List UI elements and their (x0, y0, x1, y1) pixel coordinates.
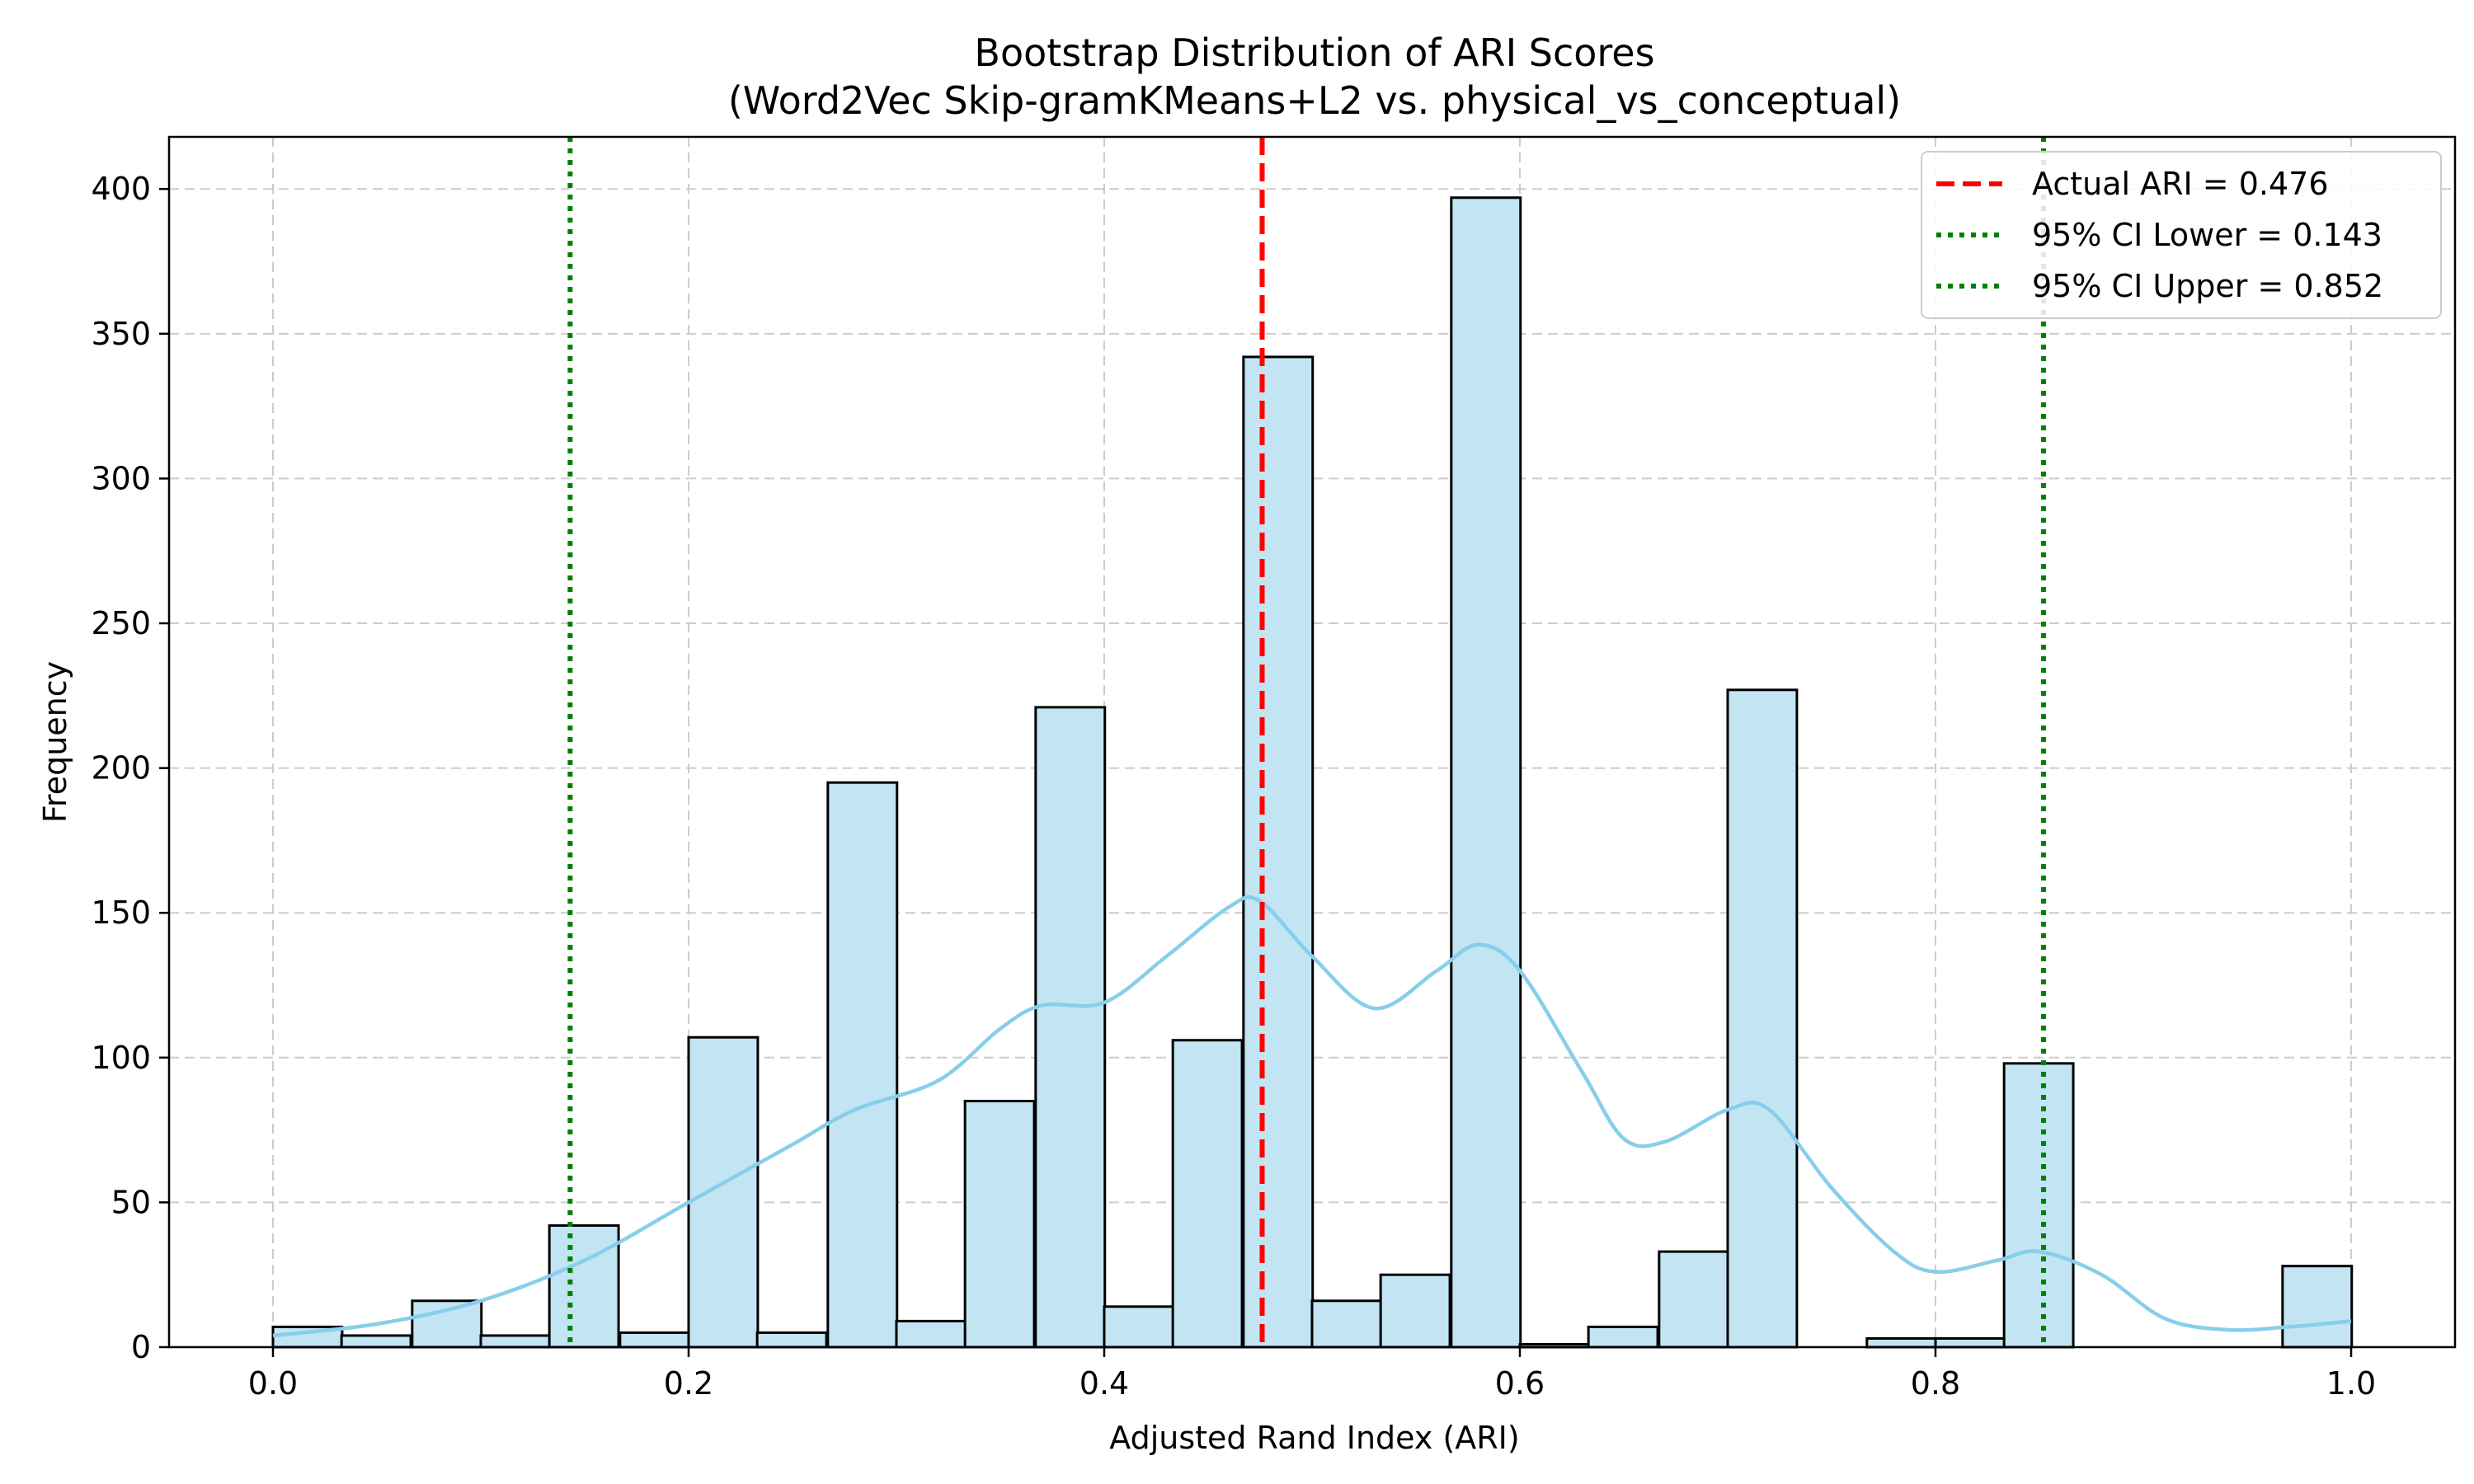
x-tick-label: 0.2 (664, 1365, 713, 1402)
reference-lines (567, 137, 2047, 1347)
y-axis-ticks: 0 50 100 150 200 250 300 350 400 (91, 171, 169, 1365)
histogram-bar (548, 1223, 620, 1349)
histogram-bar (1865, 1336, 1938, 1349)
y-tick-label: 50 (111, 1184, 151, 1220)
x-axis-ticks: 0.0 0.2 0.4 0.6 0.8 1.0 (248, 1347, 2376, 1402)
chart-title: Bootstrap Distribution of ARI Scores (974, 31, 1654, 75)
y-tick-label: 200 (91, 750, 151, 787)
histogram-bar (963, 1099, 1036, 1349)
histogram-bar (411, 1299, 483, 1349)
x-axis-label: Adjusted Rand Index (ARI) (1109, 1420, 1519, 1456)
histogram-bar (1242, 355, 1315, 1349)
histogram-bar (618, 1331, 691, 1349)
kde-curve (272, 895, 2352, 1338)
histogram-bar (1726, 688, 1799, 1349)
histogram-bar (895, 1319, 967, 1349)
y-tick-label: 150 (91, 895, 151, 931)
x-tick-label: 0.0 (248, 1365, 298, 1402)
histogram-bar (826, 781, 899, 1349)
y-axis-label: Frequency (37, 661, 73, 823)
histogram-bar (340, 1334, 412, 1349)
histogram-bar (1658, 1250, 1730, 1349)
histogram-bar (1379, 1273, 1451, 1349)
legend-box (1921, 151, 2442, 319)
histogram-bar (1310, 1299, 1383, 1349)
histogram-bar (1587, 1325, 1659, 1349)
legend-label-ci-lower: 95% CI Lower = 0.143 (2032, 217, 2382, 253)
histogram-bar (1171, 1039, 1244, 1349)
histogram-bar (1034, 706, 1107, 1349)
histogram-bar (479, 1334, 552, 1349)
x-tick-label: 0.4 (1079, 1365, 1129, 1402)
y-tick-label: 0 (131, 1329, 151, 1365)
x-tick-label: 0.8 (1911, 1365, 1960, 1402)
histogram-bar (1103, 1305, 1175, 1349)
plot-frame (167, 135, 2457, 1349)
histogram-bar (2002, 1062, 2075, 1349)
legend: Actual ARI = 0.476 95% CI Lower = 0.143 … (1921, 151, 2442, 319)
legend-label-actual: Actual ARI = 0.476 (2032, 166, 2329, 202)
histogram-bar (755, 1331, 828, 1349)
y-tick-label: 300 (91, 460, 151, 496)
chart-subtitle: (Word2Vec Skip-gramKMeans+L2 vs. physica… (728, 78, 1901, 123)
histogram-bar (687, 1036, 760, 1349)
legend-label-ci-upper: 95% CI Upper = 0.852 (2032, 268, 2383, 304)
histogram-bar (1450, 196, 1522, 1349)
kde-curve-layer (272, 895, 2352, 1338)
histogram-bar (1934, 1336, 2006, 1349)
y-tick-label: 350 (91, 316, 151, 352)
x-tick-label: 0.6 (1495, 1365, 1545, 1402)
x-tick-label: 1.0 (2326, 1365, 2376, 1402)
y-tick-label: 100 (91, 1040, 151, 1076)
y-tick-label: 250 (91, 605, 151, 641)
y-tick-label: 400 (91, 171, 151, 207)
histogram-bars (271, 196, 2354, 1349)
histogram-bar (2281, 1265, 2354, 1349)
